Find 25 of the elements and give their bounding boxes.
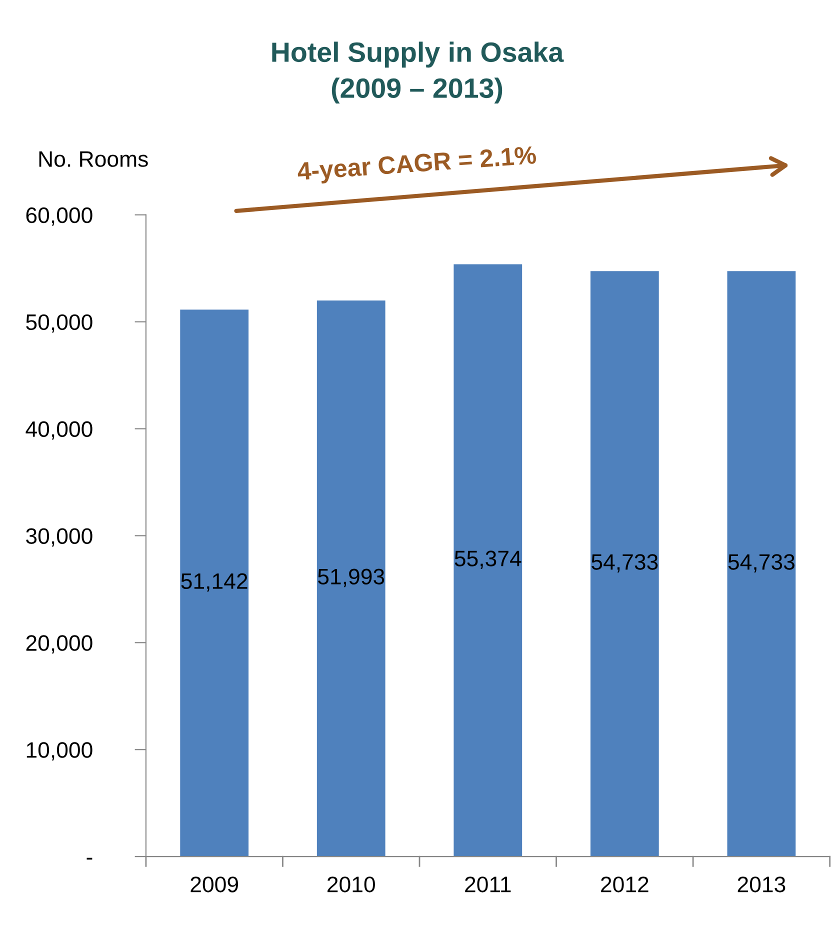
data-label: 51,142 (181, 573, 248, 592)
y-tick-label: 40,000 (26, 421, 92, 440)
y-tick-label: 10,000 (26, 742, 92, 760)
data-label: 54,733 (592, 554, 658, 572)
bar (590, 271, 659, 857)
bar (180, 310, 249, 857)
y-tick-label: - (86, 858, 92, 860)
bar (454, 264, 522, 857)
bar (727, 271, 796, 857)
y-tick-label: 60,000 (26, 207, 92, 226)
y-tick-label: 30,000 (26, 528, 92, 547)
y-tick-label: 50,000 (26, 314, 92, 333)
x-tick-label: 2011 (465, 876, 511, 892)
x-tick-label: 2009 (190, 876, 238, 892)
data-label: 55,374 (454, 550, 522, 570)
x-tick-label: 2010 (328, 876, 375, 892)
x-tick-label: 2013 (738, 876, 786, 892)
text: 4-year CAGR = 2.1% (297, 146, 537, 186)
data-label: 51,993 (318, 568, 384, 588)
data-label: 54,733 (728, 554, 794, 572)
chart-title: Hotel Supply in Osaka (2009 – 2013) (272, 42, 564, 104)
x-tick-label: 2012 (601, 876, 648, 892)
bar (316, 300, 386, 857)
y-axis-title: No. Rooms (39, 151, 148, 167)
y-tick-label: 20,000 (26, 635, 92, 654)
